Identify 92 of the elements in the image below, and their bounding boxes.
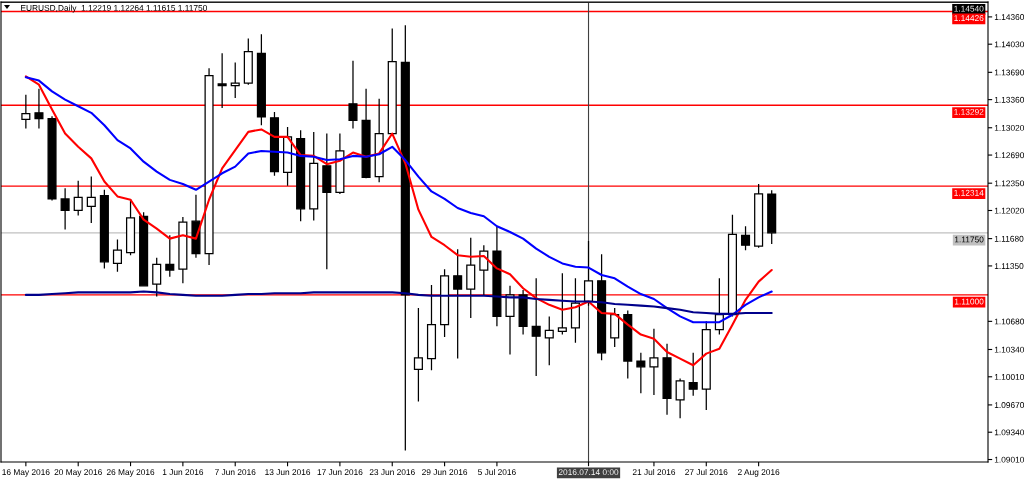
candlestick xyxy=(387,27,397,135)
ref-line-label: 1.14426 xyxy=(954,15,984,22)
y-tick-label: 1.10680 xyxy=(994,318,1024,325)
candlestick xyxy=(204,67,214,266)
candlestick xyxy=(754,183,764,249)
candlestick xyxy=(217,52,227,109)
candlestick xyxy=(34,88,44,130)
y-tick-label: 1.12020 xyxy=(994,207,1024,214)
candlestick xyxy=(623,309,633,380)
chart-title: EURUSD,Daily 1.12219 1.12264 1.11615 1.11750 xyxy=(21,4,207,13)
x-tick-label: 2 Aug 2016 xyxy=(737,469,780,477)
candlestick xyxy=(335,132,345,195)
y-tick-label: 1.09010 xyxy=(994,456,1024,463)
candlestick xyxy=(597,253,607,361)
y-tick-label: 1.11350 xyxy=(994,263,1024,270)
x-tick-label: 23 Jun 2016 xyxy=(369,469,415,476)
x-tick-label: 17 Jun 2016 xyxy=(317,469,363,476)
x-tick-label: 26 May 2016 xyxy=(106,469,155,477)
candlestick xyxy=(60,187,70,231)
x-tick-label: 21 Jul 2016 xyxy=(632,468,676,476)
candlestick xyxy=(505,285,515,356)
candlestick xyxy=(165,234,175,278)
candlestick xyxy=(636,352,646,394)
candlestick xyxy=(544,315,554,366)
line-series xyxy=(24,290,773,315)
candlestick xyxy=(361,88,371,179)
candlestick xyxy=(256,33,266,126)
x-tick-label: 5 Jul 2016 xyxy=(478,468,516,476)
y-tick-label: 1.13360 xyxy=(994,96,1024,103)
y-tick-label: 1.11680 xyxy=(994,235,1024,242)
ref-line-label: 1.12314 xyxy=(954,189,984,196)
candlestick xyxy=(453,248,463,360)
x-tick-label: 27 Jul 2016 xyxy=(685,468,728,476)
candlestick xyxy=(99,189,109,270)
ref-line-label: 1.13292 xyxy=(954,108,984,115)
line-series xyxy=(24,76,773,324)
candlestick xyxy=(112,238,123,273)
candlestick xyxy=(701,320,711,411)
candlestick xyxy=(230,61,240,99)
candlestick xyxy=(662,343,672,416)
candlestick xyxy=(479,244,489,297)
candlestick xyxy=(47,115,57,202)
y-tick-label: 1.13690 xyxy=(994,69,1024,76)
candlestick xyxy=(374,98,384,183)
candlestick xyxy=(466,237,476,319)
candlestick xyxy=(518,289,528,336)
candlestick xyxy=(610,307,620,348)
candlestick xyxy=(767,189,777,245)
y-tick-label: 1.10340 xyxy=(994,346,1024,353)
candlestick xyxy=(740,225,751,251)
x-tick-label: 2016.07.14 0:00 xyxy=(558,469,619,476)
y-tick-label: 1.12690 xyxy=(994,152,1024,159)
candlestick xyxy=(413,307,423,403)
candlestick xyxy=(322,132,332,270)
candlestick xyxy=(21,94,31,130)
x-tick-label: 16 May 2016 xyxy=(2,469,50,477)
candlestick xyxy=(296,129,306,222)
x-tick-label: 20 May 2016 xyxy=(54,469,102,477)
candlestick xyxy=(348,60,358,130)
y-tick-label: 1.14360 xyxy=(994,14,1024,20)
y-tick-label: 1.09340 xyxy=(994,429,1024,436)
x-tick-label: 7 Jun 2016 xyxy=(215,469,256,476)
candlestick xyxy=(570,277,580,344)
y-tick-label: 1.12350 xyxy=(994,180,1024,187)
y-tick-label: 1.09670 xyxy=(994,402,1024,409)
x-tick-label: 13 Jun 2016 xyxy=(265,469,311,476)
candlestick xyxy=(440,268,450,338)
candlestick xyxy=(649,328,659,396)
candlestick xyxy=(86,175,96,224)
y-tick-label: 1.14030 xyxy=(994,41,1024,48)
y-tick-label: 1.13020 xyxy=(994,124,1024,131)
candlestick xyxy=(243,37,253,86)
y-tick-label: 1.10010 xyxy=(994,373,1024,380)
candlestick xyxy=(583,240,594,307)
candlestick xyxy=(178,216,188,284)
x-tick-label: 1 Jun 2016 xyxy=(162,469,204,476)
ref-line-label: 1.11750 xyxy=(954,236,984,243)
candlestick xyxy=(139,211,149,288)
ref-line-label: 1.11000 xyxy=(954,298,984,305)
candlestick xyxy=(152,257,162,298)
candlestick xyxy=(557,272,567,336)
candlestick xyxy=(531,277,541,377)
candlestick xyxy=(688,352,698,397)
candlestick xyxy=(492,226,502,327)
candlestick xyxy=(309,131,319,222)
candlestick xyxy=(400,24,410,452)
candlestick xyxy=(73,180,83,217)
x-tick-label: 29 Jun 2016 xyxy=(422,469,468,476)
candlestick xyxy=(675,377,685,419)
ref-line-label: 1.14540 xyxy=(954,5,984,12)
candlestick xyxy=(269,111,280,177)
candlestick xyxy=(426,284,437,371)
